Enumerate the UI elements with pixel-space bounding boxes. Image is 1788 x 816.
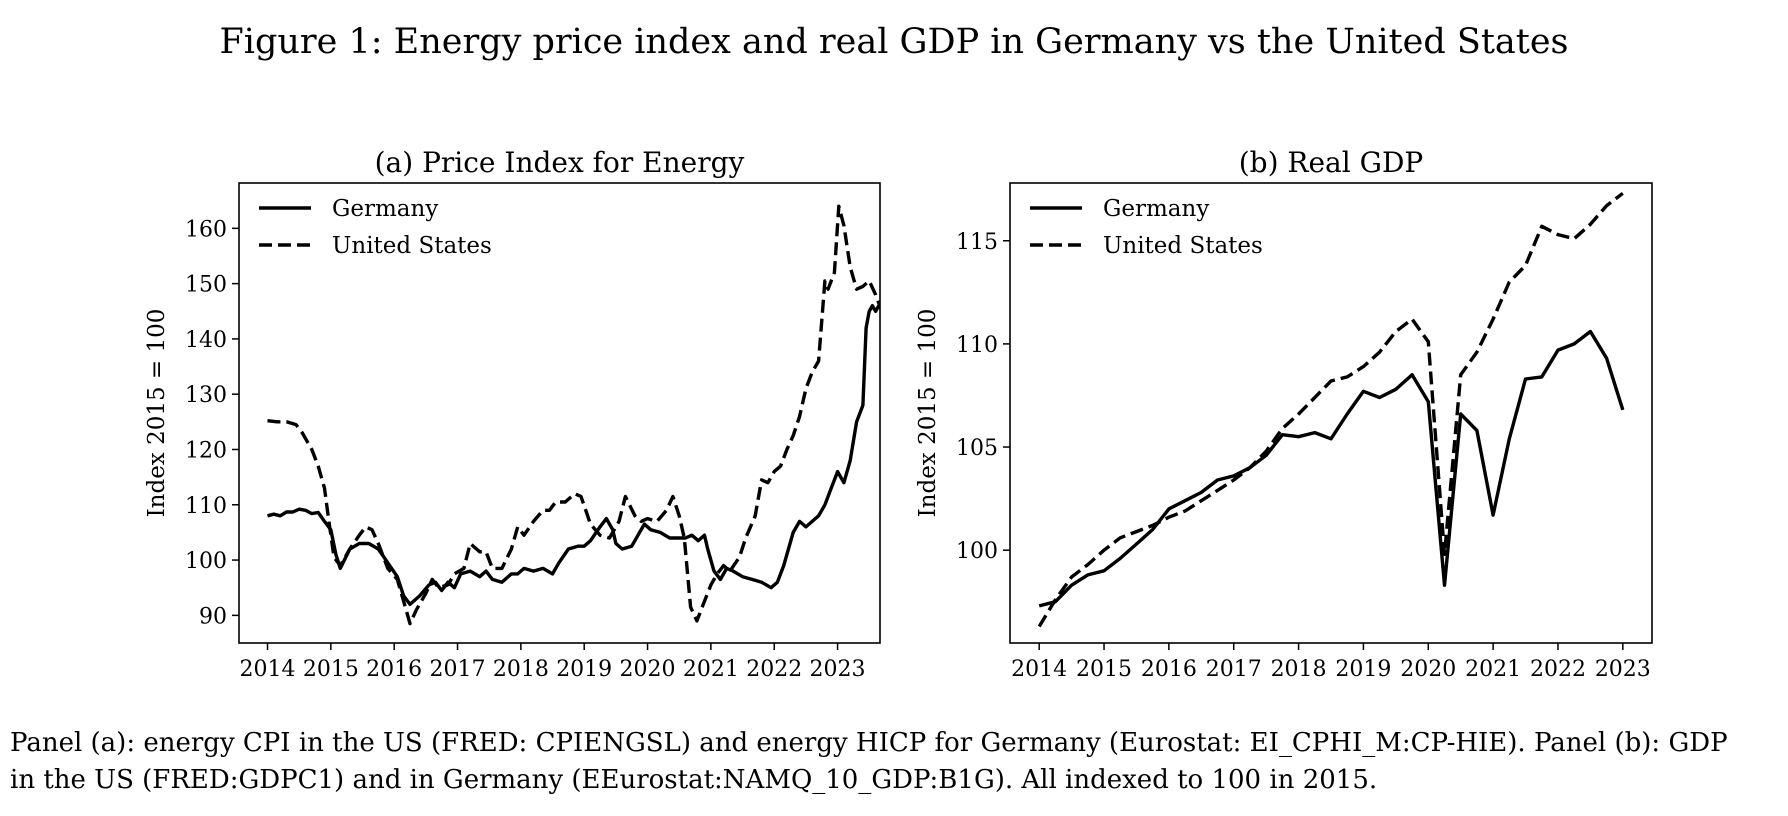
y-tick-label: 100: [185, 549, 227, 574]
caption-line-1: Panel (a): energy CPI in the US (FRED: C…: [10, 728, 1728, 758]
caption-line-2: in the US (FRED:GDPC1) and in Germany (E…: [10, 765, 1378, 795]
figure-caption: Panel (a): energy CPI in the US (FRED: C…: [10, 725, 1780, 799]
legend-label: United States: [332, 233, 492, 259]
y-tick-label: 120: [185, 438, 227, 463]
charts-canvas: (a) Price Index for Energy 2014 2015 2016 20…: [144, 146, 1653, 682]
y-tick-label: 110: [956, 333, 998, 358]
x-tick-label: 2014: [240, 657, 296, 682]
y-axis-label: Index 2015 = 100: [915, 309, 941, 518]
x-tick-label: 2019: [1335, 657, 1391, 682]
x-tick-label: 2021: [1465, 657, 1521, 682]
x-tick-label: 2017: [1206, 657, 1262, 682]
chart-title: (b) Real GDP: [1239, 146, 1424, 179]
series-line-united-states: [267, 204, 880, 626]
x-tick-label: 2016: [1141, 657, 1197, 682]
x-tick-label: 2023: [1595, 657, 1651, 682]
y-tick-label: 100: [956, 539, 998, 564]
figure-title: Figure 1: Energy price index and real GD…: [219, 22, 1569, 62]
y-tick-label: 105: [956, 436, 998, 461]
x-tick-label: 2022: [746, 657, 802, 682]
x-tick-label: 2015: [303, 657, 359, 682]
legend-label: Germany: [332, 196, 438, 222]
y-tick-label: 115: [956, 230, 998, 255]
x-tick-label: 2018: [1271, 657, 1327, 682]
x-tick-label: 2016: [366, 657, 422, 682]
x-tick-label: 2021: [683, 657, 739, 682]
x-tick-label: 2014: [1011, 657, 1067, 682]
y-tick-label: 160: [185, 217, 227, 242]
x-tick-label: 2020: [1400, 657, 1456, 682]
plot-frame: [238, 182, 881, 644]
series-line-united-states: [1037, 191, 1624, 628]
x-tick-label: 2015: [1076, 657, 1132, 682]
y-tick-label: 140: [185, 328, 227, 353]
y-tick-label: 90: [199, 604, 227, 629]
y-tick-label: 110: [185, 494, 227, 519]
chart-panel-a: (a) Price Index for Energy 2014 2015 2016 20…: [144, 146, 881, 682]
x-tick-label: 2023: [810, 657, 866, 682]
x-tick-label: 2018: [493, 657, 549, 682]
legend-label: United States: [1103, 233, 1263, 259]
x-tick-label: 2020: [620, 657, 676, 682]
y-tick-label: 130: [185, 383, 227, 408]
chart-title: (a) Price Index for Energy: [375, 146, 745, 179]
x-tick-label: 2022: [1530, 657, 1586, 682]
y-tick-label: 150: [185, 273, 227, 298]
y-axis-label: Index 2015 = 100: [144, 309, 170, 518]
plot-frame: [1009, 182, 1653, 644]
chart-panel-b: (b) Real GDP 2014 2015 2016 2017 2018 2019 2020…: [915, 146, 1653, 682]
series-line-germany: [1038, 329, 1625, 608]
legend-label: Germany: [1103, 196, 1209, 222]
x-tick-label: 2017: [430, 657, 486, 682]
x-tick-label: 2019: [556, 657, 612, 682]
